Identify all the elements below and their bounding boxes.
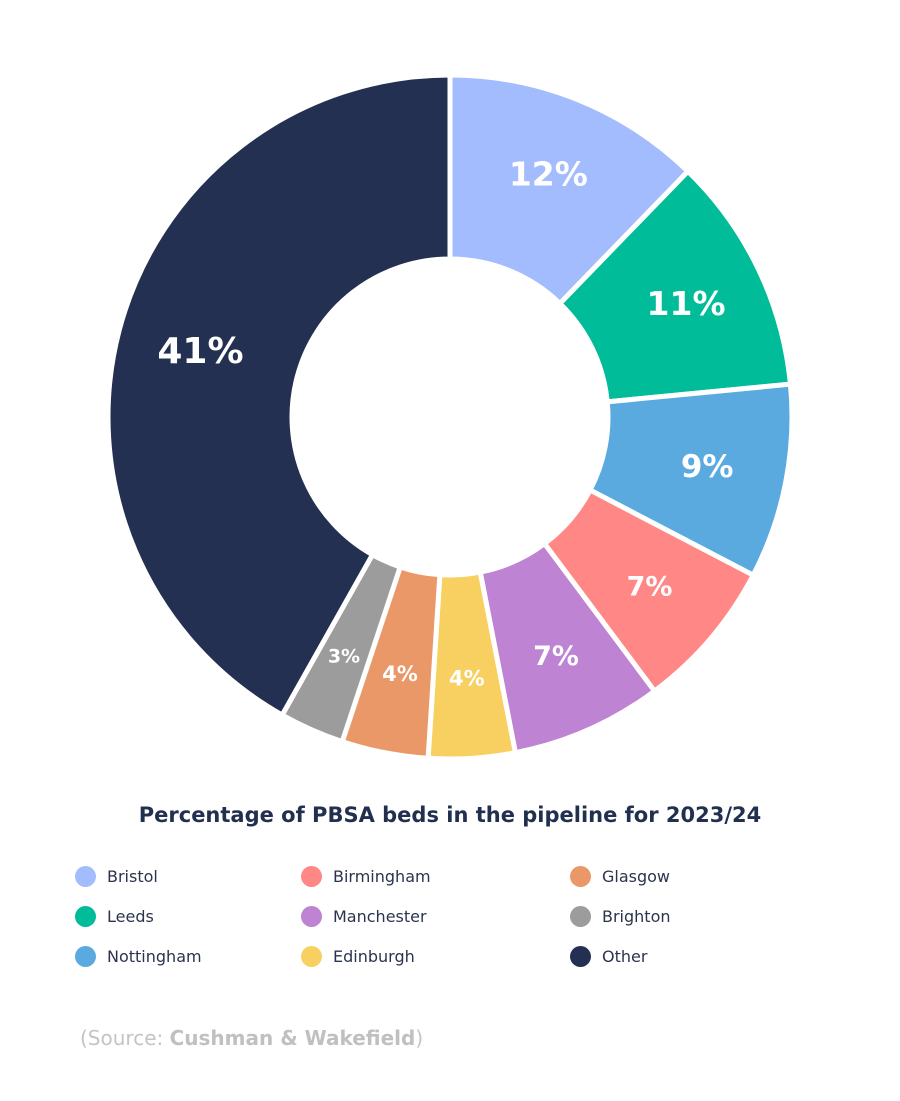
chart-title: Percentage of PBSA beds in the pipeline … [138,803,762,827]
legend-item-other: Other [570,942,647,970]
legend-label-nottingham: Nottingham [107,946,202,966]
legend-item-glasgow: Glasgow [570,862,670,890]
legend-label-edinburgh: Edinburgh [333,946,415,966]
legend-swatch-glasgow [570,865,591,887]
legend-item-birmingham: Birmingham [301,862,431,890]
slice-label-other: 41% [157,331,243,372]
legend-item-nottingham: Nottingham [75,942,202,970]
legend-item-bristol: Bristol [75,862,158,890]
legend-swatch-brighton [570,905,591,927]
donut-chart: 12% 11% 9% 7% 7% 4% 4% 3% 41% [105,72,793,759]
source-prefix: (Source: [80,1026,170,1050]
slice-leeds [557,168,793,405]
slice-label-nottingham: 9% [681,449,734,485]
legend-label-birmingham: Birmingham [333,866,431,886]
legend-item-edinburgh: Edinburgh [301,942,415,970]
slice-label-brighton: 3% [328,646,360,668]
legend-label-other: Other [602,946,648,966]
legend-item-leeds: Leeds [75,902,154,930]
slice-bristol [447,72,691,307]
source-name: Cushman & Wakefield [169,1026,416,1050]
legend: Bristol Leeds Nottingham Birmingham Manc… [75,862,835,982]
slice-label-manchester: 7% [533,641,579,672]
legend-item-brighton: Brighton [570,902,671,930]
legend-swatch-manchester [301,905,322,927]
slice-other [105,72,453,718]
slice-label-glasgow: 4% [382,662,418,686]
legend-label-brighton: Brighton [602,906,671,926]
source-suffix: ) [415,1026,424,1050]
legend-label-manchester: Manchester [333,906,427,926]
slice-label-birmingham: 7% [627,571,673,602]
legend-swatch-edinburgh [301,945,322,967]
slice-label-edinburgh: 4% [449,666,485,690]
slice-label-bristol: 12% [509,155,588,194]
legend-swatch-nottingham [75,945,96,967]
source-note: (Source: Cushman & Wakefield) [80,1026,423,1050]
slice-label-leeds: 11% [647,284,726,323]
legend-label-glasgow: Glasgow [602,866,671,886]
legend-swatch-other [570,945,591,967]
legend-swatch-bristol [75,865,96,887]
legend-swatch-birmingham [301,865,322,887]
legend-label-leeds: Leeds [107,906,154,926]
legend-swatch-leeds [75,905,96,927]
legend-item-manchester: Manchester [301,902,427,930]
legend-label-bristol: Bristol [107,866,158,886]
